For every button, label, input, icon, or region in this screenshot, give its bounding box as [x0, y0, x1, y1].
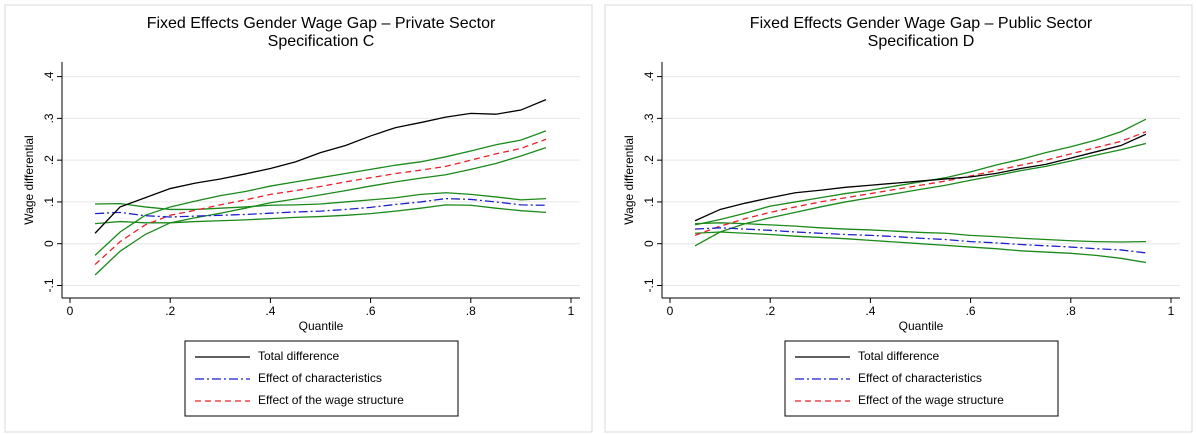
- series-line: [95, 197, 546, 218]
- x-tick-label: .2: [765, 304, 775, 318]
- x-tick-label: 1: [1168, 304, 1175, 318]
- chart-subtitle: Specification D: [868, 33, 975, 50]
- legend-label: Effect of characteristics: [258, 371, 382, 385]
- y-tick-label: .2: [42, 155, 56, 165]
- x-tick-label: 0: [67, 304, 74, 318]
- confidence-line: [695, 222, 1146, 243]
- confidence-line: [694, 118, 1147, 226]
- y-tick-label: 0: [42, 240, 56, 247]
- legend-label: Effect of the wage structure: [858, 393, 1004, 407]
- x-axis-label: Quantile: [899, 319, 944, 333]
- chart-title: Fixed Effects Gender Wage Gap – Public S…: [750, 15, 1093, 32]
- y-tick-label: .2: [642, 155, 656, 165]
- confidence-line: [695, 231, 1147, 264]
- x-tick-label: .6: [966, 304, 976, 318]
- y-tick-label: .4: [42, 71, 56, 81]
- confidence-line: [694, 142, 1147, 247]
- y-tick-label: 0: [642, 240, 656, 247]
- y-axis-label: Wage differential: [22, 135, 36, 224]
- series-line: [694, 133, 1147, 222]
- y-tick-label: -.1: [42, 278, 56, 292]
- y-axis-label: Wage differential: [622, 135, 636, 224]
- confidence-line: [94, 130, 547, 256]
- x-tick-label: .2: [165, 304, 175, 318]
- legend-label: Total difference: [258, 349, 339, 363]
- y-tick-label: .4: [642, 71, 656, 81]
- x-tick-label: .4: [265, 304, 275, 318]
- series-line: [94, 138, 547, 266]
- x-tick-label: 0: [667, 304, 674, 318]
- x-axis-label: Quantile: [299, 319, 344, 333]
- x-tick-label: .4: [865, 304, 875, 318]
- y-tick-label: .3: [42, 113, 56, 123]
- y-tick-label: .1: [642, 197, 656, 207]
- x-tick-label: .8: [466, 304, 476, 318]
- y-tick-label: .1: [42, 197, 56, 207]
- legend-label: Effect of characteristics: [858, 371, 982, 385]
- y-tick-label: .3: [642, 113, 656, 123]
- chart-subtitle: Specification C: [268, 33, 375, 50]
- y-tick-label: -.1: [642, 278, 656, 292]
- chart-title: Fixed Effects Gender Wage Gap – Private …: [147, 15, 496, 32]
- confidence-line: [95, 204, 546, 225]
- x-tick-label: .8: [1066, 304, 1076, 318]
- x-tick-label: 1: [568, 304, 575, 318]
- legend-label: Total difference: [858, 349, 939, 363]
- series-line: [94, 98, 547, 234]
- series-line: [695, 227, 1147, 254]
- x-tick-label: .6: [366, 304, 376, 318]
- confidence-line: [95, 192, 546, 211]
- legend-label: Effect of the wage structure: [258, 393, 404, 407]
- series-line: [694, 131, 1147, 236]
